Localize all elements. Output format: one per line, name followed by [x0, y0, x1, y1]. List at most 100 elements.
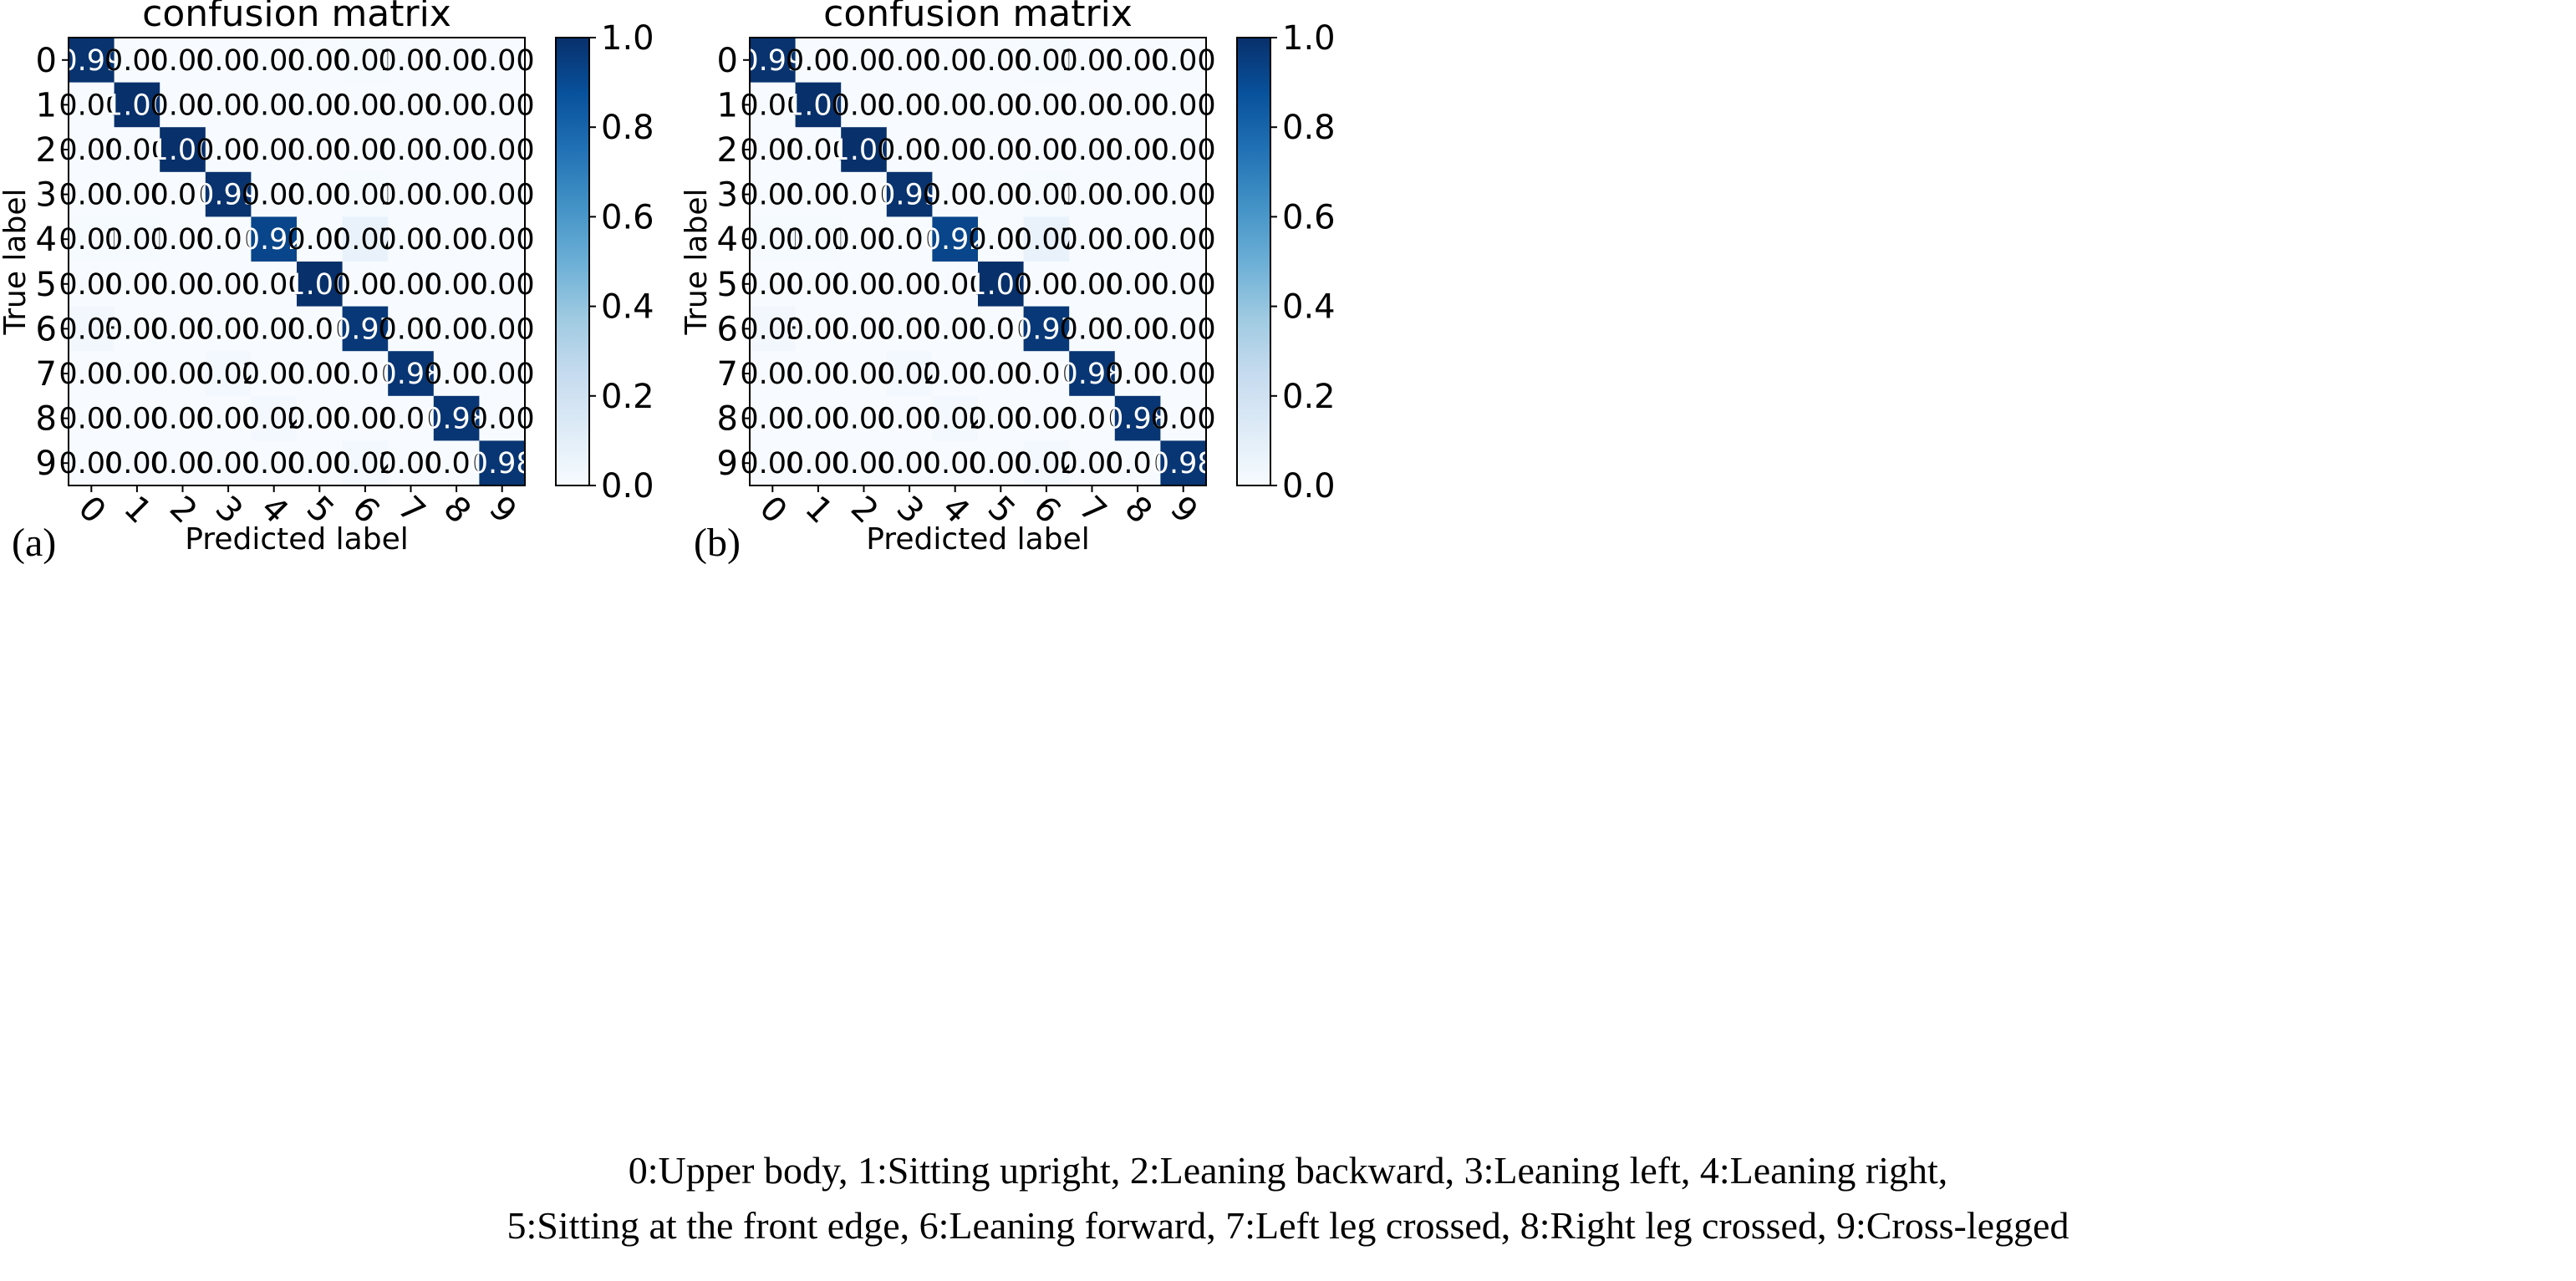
heatmap-cell: [205, 171, 252, 217]
heatmap-cell: [978, 171, 1025, 217]
heatmap-cell: [114, 440, 160, 486]
heatmap-cell: [297, 395, 344, 441]
heatmap-cell: [251, 171, 298, 217]
cell-value-label: 0.00: [424, 44, 489, 78]
x-tick-label: 1: [116, 489, 159, 531]
cell-value-label: 0.00: [242, 313, 307, 346]
cell-value-label: 0.00: [470, 223, 535, 257]
heatmap-cell: [342, 262, 389, 308]
heatmap-cell: [1160, 127, 1207, 173]
y-tick-label: 2: [717, 131, 738, 170]
cell-value-label: 0.00: [786, 403, 851, 436]
cell-value-label: 0.00: [104, 358, 170, 391]
colorbar-tick-label: 0.6: [601, 198, 654, 236]
cell-value-label: 0.00: [968, 89, 1033, 122]
heatmap-cell: [297, 440, 344, 486]
y-tick-label: 5: [717, 266, 738, 304]
cell-value-label: 0.00: [1151, 89, 1216, 122]
heatmap-cell: [841, 216, 888, 262]
cell-value-label: 1.00: [832, 134, 897, 167]
cell-value-label: 0.00: [832, 313, 897, 346]
cell-value-label: 0.99: [877, 179, 942, 212]
heatmap-cell: [841, 82, 888, 128]
colorbar: [555, 37, 590, 486]
y-tick-label: 8: [36, 400, 57, 439]
cell-value-label: 0.00: [242, 358, 307, 391]
heatmap-cell: [1023, 306, 1070, 352]
heatmap-cell: [1160, 216, 1207, 262]
cell-value-label: 0.00: [968, 447, 1033, 480]
heatmap-cell: [932, 306, 979, 352]
heatmap-cell: [433, 351, 480, 397]
heatmap-cell: [1023, 82, 1070, 128]
heatmap-cell: [251, 440, 298, 486]
cell-value-label: 0.02: [1014, 447, 1079, 480]
cell-value-label: 1.00: [968, 268, 1033, 302]
cell-value-label: 0.00: [1060, 44, 1125, 78]
cell-value-label: 0.00: [150, 179, 216, 212]
y-tick-label: 3: [36, 176, 57, 215]
cell-value-label: 0.07: [1014, 223, 1079, 257]
heatmap-cell: [388, 395, 435, 441]
cell-value-label: 0.01: [59, 223, 124, 257]
cell-value-label: 0.00: [104, 268, 170, 302]
heatmap-cell: [795, 440, 842, 486]
cell-value-label: 0.00: [923, 447, 988, 480]
cell-value-label: 0.00: [470, 89, 535, 122]
cell-value-label: 0.00: [333, 268, 398, 302]
heatmap-cell: [433, 127, 480, 173]
cell-value-label: 0.00: [877, 447, 942, 480]
heatmap-cell: [388, 171, 435, 217]
heatmap-cell: [433, 171, 480, 217]
caption-line-1: 0:Upper body, 1:Sitting upright, 2:Leani…: [629, 1149, 1948, 1192]
chart-title: confusion matrix: [142, 0, 451, 35]
cell-value-label: 0.00: [1151, 403, 1216, 436]
heatmap-cell: [251, 216, 298, 262]
heatmap-cell: [841, 127, 888, 173]
cell-value-label: 0.00: [923, 89, 988, 122]
heatmap-cell: [433, 216, 480, 262]
heatmap-cell: [978, 306, 1025, 352]
cell-value-label: 0.01: [740, 223, 805, 257]
y-axis-label: True label: [680, 189, 714, 336]
cell-value-label: 0.00: [379, 134, 444, 167]
heatmap-cell: [1069, 216, 1116, 262]
cell-value-label: 0.00: [832, 44, 897, 78]
cell-value-label: 0.00: [877, 89, 942, 122]
heatmap-cell: [69, 38, 115, 84]
y-tick-label: 1: [717, 86, 738, 125]
cell-value-label: 0.00: [59, 358, 124, 391]
heatmap-cell: [388, 440, 435, 486]
confusion-matrix-a: confusion matrix0.990.000.000.000.000.00…: [0, 0, 654, 565]
cell-value-label: 0.00: [1060, 447, 1125, 480]
heatmap-cell: [886, 395, 933, 441]
cell-value-label: 0.00: [104, 403, 170, 436]
heatmap-cell: [795, 216, 842, 262]
cell-value-label: 0.00: [968, 313, 1033, 346]
heatmap-cell: [388, 351, 435, 397]
y-tick-label: 3: [717, 176, 738, 215]
heatmap-cell: [841, 306, 888, 352]
y-axis-label: True label: [0, 189, 33, 336]
x-tick-label: 8: [1117, 489, 1160, 531]
heatmap-cell: [1160, 38, 1207, 84]
cell-value-label: 0.00: [832, 268, 897, 302]
heatmap-cell: [160, 351, 206, 397]
cell-value-label: 0.00: [379, 44, 444, 78]
cell-value-label: 0.00: [379, 268, 444, 302]
cell-value-label: 0.00: [1014, 89, 1079, 122]
heatmap-cell: [69, 171, 115, 217]
heatmap-cell: [205, 216, 252, 262]
heatmap-cell: [160, 440, 206, 486]
heatmap-cell: [932, 351, 979, 397]
cell-value-label: 0.00: [470, 134, 535, 167]
cell-value-label: 0.00: [242, 44, 307, 78]
colorbar-tick-label: 0.2: [1282, 378, 1336, 416]
cell-value-label: 0.00: [877, 223, 942, 257]
cell-value-label: 0.00: [1014, 134, 1079, 167]
heatmap-cell: [1160, 395, 1207, 441]
cell-value-label: 0.00: [786, 134, 851, 167]
cell-value-label: 0.00: [877, 268, 942, 302]
cell-value-label: 0.00: [424, 179, 489, 212]
heatmap-cell: [1160, 171, 1207, 217]
